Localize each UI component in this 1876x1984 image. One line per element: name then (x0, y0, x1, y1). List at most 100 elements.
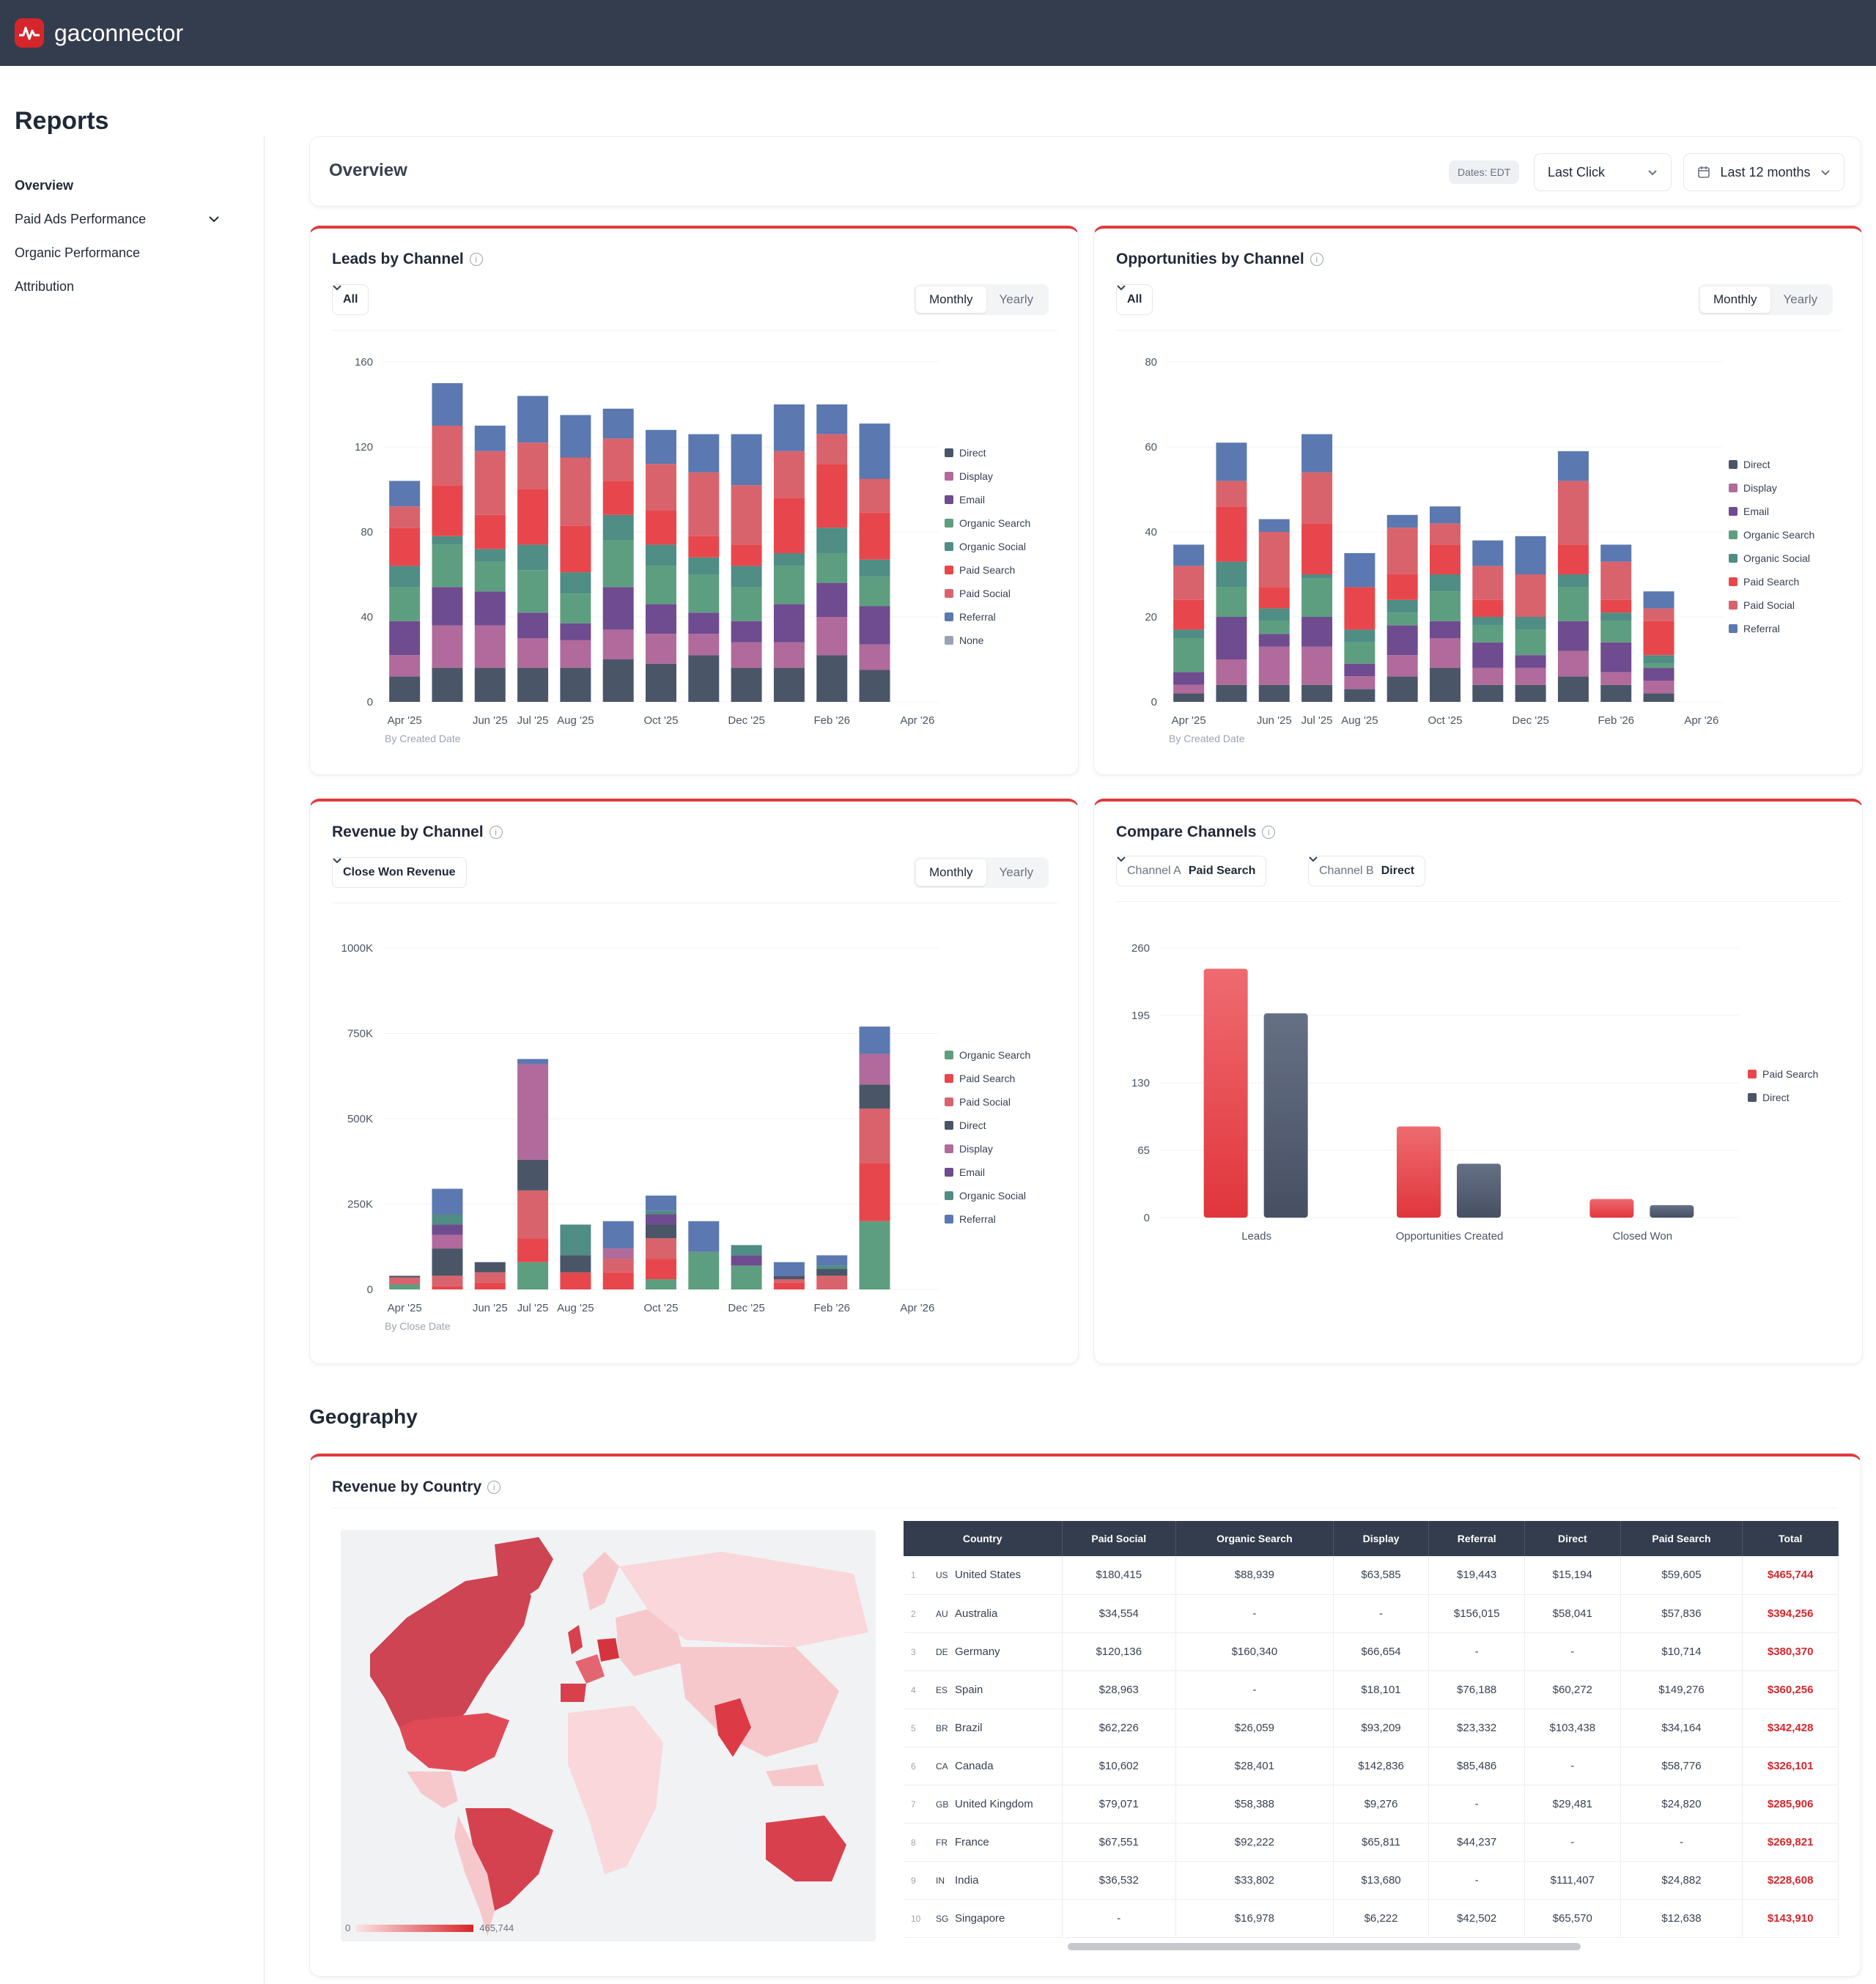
column-header[interactable]: Country (904, 1521, 1063, 1556)
bar-segment (773, 1276, 805, 1280)
bar-segment (517, 667, 549, 702)
table-row[interactable]: 6 CA Canada $10,602 $28,401 $142,836 $85,486- $… (904, 1747, 1839, 1785)
x-tick-label: Feb '26 (813, 714, 850, 727)
x-tick-label: Dec '25 (728, 714, 764, 727)
monthly-toggle[interactable]: Monthly (1700, 286, 1770, 313)
table-scrollbar[interactable] (1068, 1943, 1581, 1950)
sidebar-item-organic[interactable]: Organic Performance (15, 236, 220, 270)
monthly-toggle[interactable]: Monthly (916, 859, 986, 886)
table-row[interactable]: 7 GB United Kingdom $79,071 $58,388 $9,276- $2… (904, 1785, 1839, 1824)
page-title: Overview (329, 160, 407, 180)
info-icon[interactable]: i (487, 1481, 501, 1494)
legend-label: Organic Social (959, 1190, 1026, 1202)
bar-segment (1472, 599, 1504, 617)
legend-label: Referral (959, 1213, 996, 1225)
bar-segment (773, 566, 805, 604)
bar-segment (560, 640, 591, 668)
bar-segment (646, 1259, 676, 1280)
bar-segment (517, 638, 549, 668)
revenue-filter-value: Close Won Revenue (343, 866, 456, 878)
monthly-toggle[interactable]: Monthly (916, 286, 986, 313)
value-cell: $142,836 (1333, 1747, 1430, 1785)
total-cell: $360,256 (1742, 1670, 1839, 1709)
channel-b-select[interactable]: Channel B Direct (1308, 856, 1426, 886)
table-row[interactable]: 2 AU Australia $34,554- - $156,015 $58,041 $57,… (904, 1594, 1839, 1633)
revenue-chart: 0 250K 500K 750K 1000K Apr '25 Jun '25 Jul '25 A… (341, 942, 1031, 1314)
yearly-toggle[interactable]: Yearly (1783, 292, 1818, 306)
bar-segment (1258, 684, 1290, 702)
legend-swatch (945, 519, 953, 528)
bar-segment (1430, 544, 1460, 574)
country-code: BR (936, 1722, 948, 1733)
channel-a-select[interactable]: Channel A Paid Search (1116, 856, 1267, 886)
table-row[interactable]: 4 ES Spain $28,963- $18,101 $76,188 $60,272 $14… (904, 1670, 1839, 1709)
channel-b-value: Direct (1381, 865, 1415, 877)
attribution-select[interactable]: Last Click (1534, 153, 1672, 191)
chevron-down-icon (1117, 856, 1126, 862)
x-tick-label: Feb '26 (813, 1302, 850, 1314)
legend-max: 465,744 (479, 1922, 514, 1933)
bar-segment (1430, 621, 1460, 638)
column-header[interactable]: Referral (1428, 1521, 1525, 1556)
value-cell: $65,570 (1524, 1899, 1621, 1938)
bar-segment (1600, 561, 1632, 600)
column-header[interactable]: Total (1742, 1521, 1839, 1556)
country-name: India (955, 1873, 979, 1887)
bar-segment (560, 1272, 591, 1289)
table-row[interactable]: 3 DE Germany $120,136 $160,340 $66,654- - $10,7… (904, 1632, 1839, 1671)
info-icon[interactable]: i (469, 253, 483, 266)
total-cell: $326,101 (1742, 1747, 1839, 1785)
sidebar-item-paid-ads[interactable]: Paid Ads Performance (15, 202, 220, 236)
table-row[interactable]: 9 IN India $36,532 $33,802 $13,680- $111,407 $2… (904, 1861, 1839, 1900)
table-row[interactable]: 1 US United States $180,415 $88,939 $63,585 $1… (904, 1556, 1839, 1595)
yearly-toggle[interactable]: Yearly (999, 865, 1034, 879)
bar-segment (731, 642, 762, 668)
bar-segment (432, 536, 463, 545)
sidebar-item-attribution[interactable]: Attribution (15, 270, 220, 303)
chart-note: By Created Date (1169, 733, 1245, 744)
bar-segment (1600, 672, 1632, 685)
revenue-filter[interactable]: Close Won Revenue (332, 857, 467, 888)
table-row[interactable]: 10 SG Singapore - $16,978 $6,222 $42,502 $65,57… (904, 1899, 1839, 1938)
bar-segment (560, 1255, 591, 1273)
bar-segment (432, 1235, 463, 1249)
country-cell: 3 DE Germany (904, 1632, 1063, 1671)
yearly-toggle[interactable]: Yearly (999, 292, 1034, 306)
bar-segment (389, 566, 421, 588)
opps-filter[interactable]: All (1116, 284, 1153, 315)
revenue-period-toggle: Monthly Yearly (914, 857, 1049, 888)
x-tick-label: Closed Won (1613, 1230, 1672, 1243)
value-cell: $66,654 (1333, 1632, 1430, 1671)
y-tick-label: 500K (347, 1113, 373, 1125)
column-header[interactable]: Paid Search (1620, 1521, 1743, 1556)
country-code: IN (936, 1875, 945, 1886)
info-icon[interactable]: i (1262, 826, 1276, 839)
date-range-select[interactable]: Last 12 months (1683, 153, 1844, 191)
table-row[interactable]: 8 FR France $67,551 $92,222 $65,811 $44,237- - $… (904, 1823, 1839, 1862)
bar-segment (1557, 587, 1589, 621)
column-header[interactable]: Display (1333, 1521, 1430, 1556)
column-header[interactable]: Organic Search (1175, 1521, 1334, 1556)
chevron-down-icon (333, 858, 341, 864)
legend-swatch (945, 1051, 953, 1059)
info-icon[interactable]: i (489, 826, 503, 839)
table-row[interactable]: 5 BR Brazil $62,226 $26,059 $93,209 $23,332 $10… (904, 1709, 1839, 1747)
leads-filter[interactable]: All (332, 284, 369, 315)
legend-label: Display (1743, 482, 1777, 494)
bar-segment (1600, 642, 1632, 673)
column-header[interactable]: Paid Social (1062, 1521, 1177, 1556)
bar-segment (517, 1159, 549, 1191)
x-tick-label: Leads (1241, 1230, 1271, 1243)
bar-segment (1344, 676, 1375, 689)
info-icon[interactable]: i (1310, 253, 1323, 266)
bar-segment (773, 553, 805, 566)
bar-segment (1216, 561, 1247, 588)
column-header[interactable]: Direct (1524, 1521, 1621, 1556)
sidebar-item-overview[interactable]: Overview (15, 169, 220, 202)
legend-label: Paid Social (959, 588, 1011, 599)
bar-segment (731, 1255, 762, 1266)
bar-segment (859, 576, 890, 607)
legend-label: Organic Search (1743, 529, 1814, 541)
country-name: Spain (955, 1683, 983, 1696)
bar-segment (1173, 638, 1205, 673)
